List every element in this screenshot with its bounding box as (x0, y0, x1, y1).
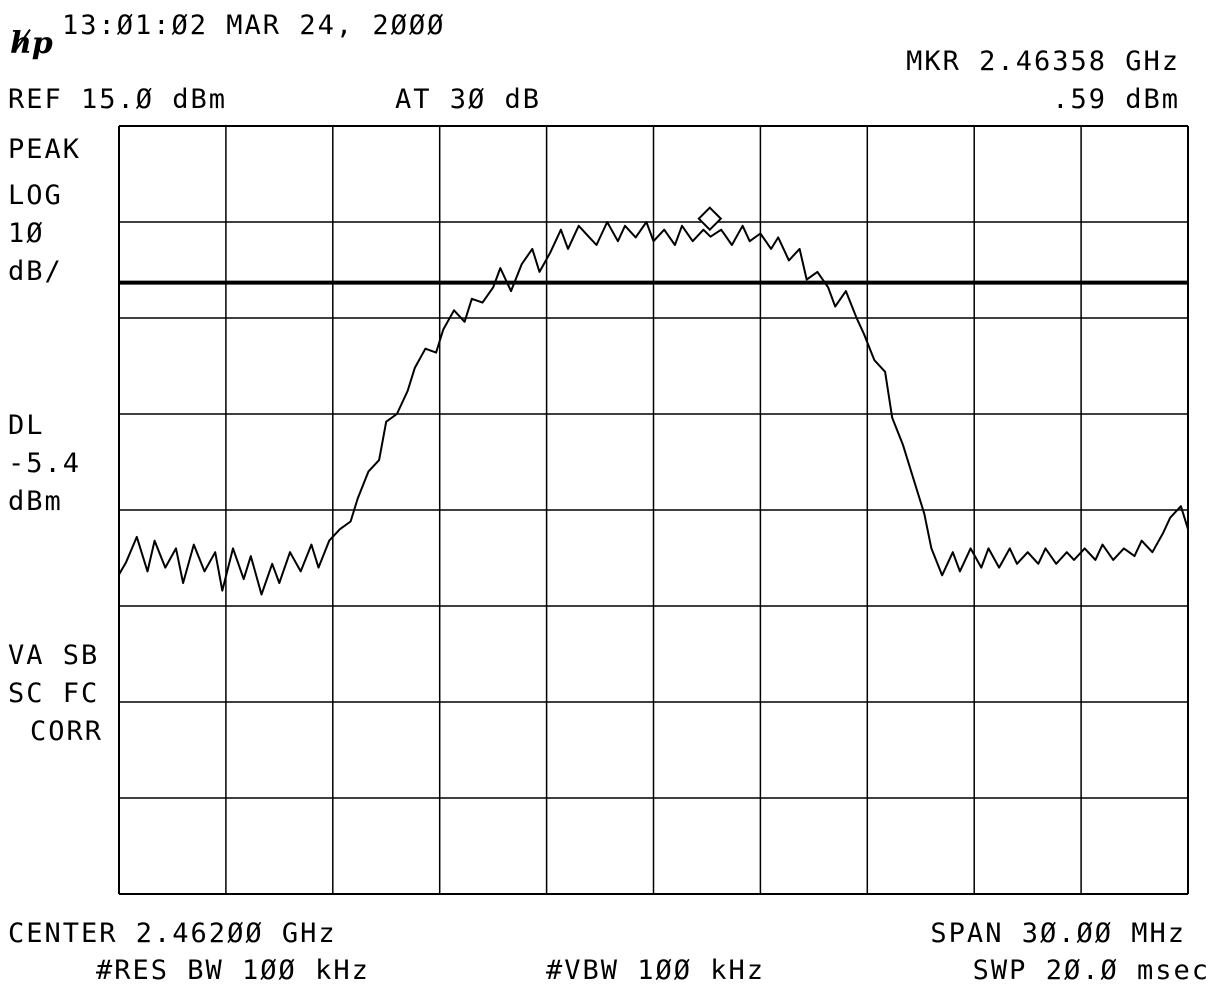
sweep-time: SWP 2Ø.Ø msec (972, 955, 1210, 986)
resolution-bandwidth: #RES BW 1ØØ kHz (96, 955, 370, 986)
detector-mode: PEAK (8, 134, 82, 165)
reference-level: REF 15.Ø dBm (8, 84, 228, 115)
hp-logo: hp (10, 26, 53, 61)
scale-type: LOG (8, 180, 63, 211)
timestamp: 13:Ø1:Ø2 MAR 24, 2ØØØ (62, 10, 446, 41)
spectrum-trace (118, 221, 1189, 596)
marker-frequency: MKR 2.46358 GHz (906, 46, 1180, 77)
graticule (118, 125, 1189, 895)
display-line-value: -5.4 (8, 448, 82, 479)
status-va-sb: VA SB (8, 640, 100, 671)
span: SPAN 3Ø.ØØ MHz (930, 918, 1186, 949)
scale-value: 1Ø (8, 218, 45, 249)
scale-unit: dB/ (8, 256, 63, 287)
center-frequency: CENTER 2.462ØØ GHz (8, 918, 337, 949)
status-sc-fc: SC FC (8, 678, 100, 709)
display-line-label: DL (8, 410, 45, 441)
video-bandwidth: #VBW 1ØØ kHz (546, 955, 766, 986)
marker-amplitude: .59 dBm (1052, 84, 1180, 115)
attenuation: AT 3Ø dB (395, 84, 542, 115)
display-line-unit: dBm (8, 486, 63, 517)
status-corr: CORR (30, 716, 104, 747)
marker-diamond (697, 206, 723, 232)
